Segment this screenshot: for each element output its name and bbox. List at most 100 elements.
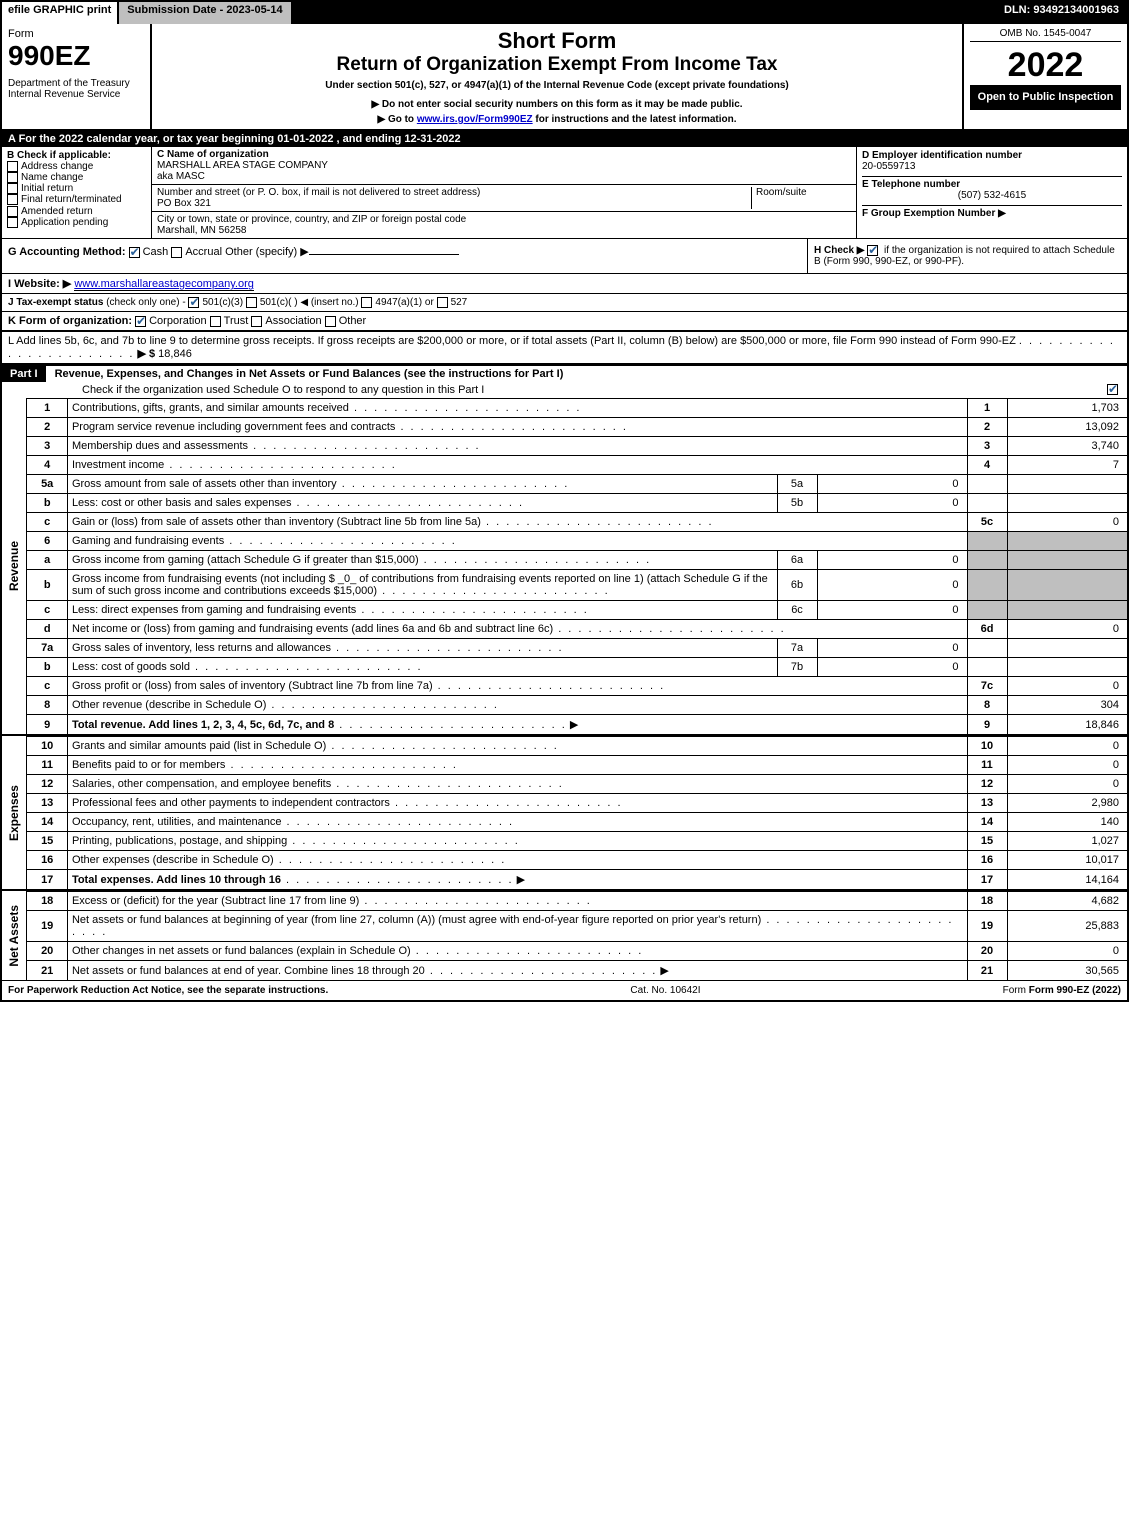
table-row: bLess: cost or other basis and sales exp…: [27, 494, 1127, 513]
row-l: L Add lines 5b, 6c, and 7b to line 9 to …: [2, 332, 1127, 364]
table-row: 10Grants and similar amounts paid (list …: [27, 737, 1127, 756]
k-label: K Form of organization:: [8, 315, 132, 327]
header-right: OMB No. 1545-0047 2022 Open to Public In…: [962, 24, 1127, 129]
col-b: B Check if applicable: Address change Na…: [2, 147, 152, 238]
header-center: Short Form Return of Organization Exempt…: [152, 24, 962, 129]
chk-cash[interactable]: [129, 247, 140, 258]
title-return: Return of Organization Exempt From Incom…: [158, 54, 956, 76]
chk-initial[interactable]: Initial return: [7, 183, 146, 194]
l-value: 18,846: [158, 348, 192, 360]
table-row: aGross income from gaming (attach Schedu…: [27, 551, 1127, 570]
chk-other[interactable]: [325, 316, 336, 327]
expense-table: 10Grants and similar amounts paid (list …: [27, 736, 1127, 889]
chk-h[interactable]: [867, 245, 878, 256]
table-row: 14Occupancy, rent, utilities, and mainte…: [27, 813, 1127, 832]
chk-accrual[interactable]: [171, 247, 182, 258]
dln: DLN: 93492134001963: [996, 2, 1127, 24]
header: Form 990EZ Department of the Treasury In…: [2, 24, 1127, 131]
row-g: G Accounting Method: Cash Accrual Other …: [2, 239, 807, 273]
chk-part-i[interactable]: [1107, 384, 1118, 395]
d-label: D Employer identification number: [862, 150, 1122, 161]
row-k: K Form of organization: Corporation Trus…: [2, 312, 1127, 332]
table-row: dNet income or (loss) from gaming and fu…: [27, 620, 1127, 639]
chk-501c3[interactable]: [188, 297, 199, 308]
form-label: Form: [8, 28, 144, 40]
chk-pending[interactable]: Application pending: [7, 217, 146, 228]
table-row: 13Professional fees and other payments t…: [27, 794, 1127, 813]
topbar-spacer: [293, 2, 996, 24]
col-d: D Employer identification number 20-0559…: [857, 147, 1127, 238]
l-text: L Add lines 5b, 6c, and 7b to line 9 to …: [8, 335, 1016, 347]
table-row: bLess: cost of goods sold7b0: [27, 658, 1127, 677]
footer-left: For Paperwork Reduction Act Notice, see …: [8, 985, 328, 996]
chk-final[interactable]: Final return/terminated: [7, 194, 146, 205]
chk-address[interactable]: Address change: [7, 161, 146, 172]
c-city-cell: City or town, state or province, country…: [152, 212, 856, 238]
sub-section: Under section 501(c), 527, or 4947(a)(1)…: [158, 80, 956, 91]
tax-year: 2022: [970, 46, 1121, 85]
h-label: H Check ▶: [814, 245, 864, 256]
table-row: 1Contributions, gifts, grants, and simil…: [27, 399, 1127, 418]
omb-number: OMB No. 1545-0047: [970, 28, 1121, 42]
topbar: efile GRAPHIC print Submission Date - 20…: [2, 2, 1127, 24]
table-row: 11Benefits paid to or for members110: [27, 756, 1127, 775]
table-row: 2Program service revenue including gover…: [27, 418, 1127, 437]
website-link[interactable]: www.marshallareastagecompany.org: [74, 278, 254, 291]
netassets-table: 18Excess or (deficit) for the year (Subt…: [27, 891, 1127, 980]
dept-label: Department of the Treasury Internal Reve…: [8, 78, 144, 100]
chk-corp[interactable]: [135, 316, 146, 327]
part-i-check-line: Check if the organization used Schedule …: [82, 384, 484, 396]
table-row: 3Membership dues and assessments33,740: [27, 437, 1127, 456]
netassets-section: Net Assets 18Excess or (deficit) for the…: [2, 889, 1127, 980]
chk-501c[interactable]: [246, 297, 257, 308]
table-row: 15Printing, publications, postage, and s…: [27, 832, 1127, 851]
form-wrapper: efile GRAPHIC print Submission Date - 20…: [0, 0, 1129, 1002]
table-row: 20Other changes in net assets or fund ba…: [27, 942, 1127, 961]
header-left: Form 990EZ Department of the Treasury In…: [2, 24, 152, 129]
info-grid: B Check if applicable: Address change Na…: [2, 147, 1127, 239]
table-row: cGross profit or (loss) from sales of in…: [27, 677, 1127, 696]
chk-4947[interactable]: [361, 297, 372, 308]
c-addr-cell: Number and street (or P. O. box, if mail…: [152, 185, 856, 212]
org-aka: aka MASC: [157, 171, 851, 182]
chk-trust[interactable]: [210, 316, 221, 327]
chk-assoc[interactable]: [251, 316, 262, 327]
table-row: 12Salaries, other compensation, and empl…: [27, 775, 1127, 794]
chk-name[interactable]: Name change: [7, 172, 146, 183]
chk-amended[interactable]: Amended return: [7, 206, 146, 217]
table-row: 19Net assets or fund balances at beginni…: [27, 911, 1127, 942]
part-i-title: Revenue, Expenses, and Changes in Net As…: [49, 365, 570, 383]
side-revenue: Revenue: [2, 398, 27, 734]
i-label: I Website: ▶: [8, 278, 71, 290]
c-name-label: C Name of organization: [157, 149, 851, 160]
c-city-label: City or town, state or province, country…: [157, 214, 851, 225]
org-addr: PO Box 321: [157, 198, 751, 209]
table-row: 18Excess or (deficit) for the year (Subt…: [27, 892, 1127, 911]
table-row: 21Net assets or fund balances at end of …: [27, 961, 1127, 981]
part-i-badge: Part I: [2, 366, 46, 382]
col-c: C Name of organization MARSHALL AREA STA…: [152, 147, 857, 238]
phone: (507) 532-4615: [862, 190, 1122, 201]
table-row: 16Other expenses (describe in Schedule O…: [27, 851, 1127, 870]
org-name: MARSHALL AREA STAGE COMPANY: [157, 160, 851, 171]
c-name-cell: C Name of organization MARSHALL AREA STA…: [152, 147, 856, 185]
room-label: Room/suite: [751, 187, 851, 209]
form-number: 990EZ: [8, 40, 144, 72]
j-label: J Tax-exempt status: [8, 297, 103, 308]
footer: For Paperwork Reduction Act Notice, see …: [2, 980, 1127, 1000]
table-row: cGain or (loss) from sale of assets othe…: [27, 513, 1127, 532]
f-label: F Group Exemption Number ▶: [862, 205, 1122, 219]
ein: 20-0559713: [862, 161, 1122, 172]
row-h: H Check ▶ if the organization is not req…: [807, 239, 1127, 273]
table-row: 8Other revenue (describe in Schedule O)8…: [27, 696, 1127, 715]
g-label: G Accounting Method:: [8, 246, 126, 258]
title-short-form: Short Form: [158, 28, 956, 54]
chk-527[interactable]: [437, 297, 448, 308]
revenue-table: 1Contributions, gifts, grants, and simil…: [27, 398, 1127, 734]
footer-mid: Cat. No. 10642I: [630, 985, 700, 996]
irs-link[interactable]: www.irs.gov/Form990EZ: [417, 114, 533, 125]
org-city: Marshall, MN 56258: [157, 225, 851, 236]
submission-date: Submission Date - 2023-05-14: [119, 2, 292, 24]
side-expenses: Expenses: [2, 736, 27, 889]
footer-right: Form Form 990-EZ (2022): [1003, 985, 1121, 996]
